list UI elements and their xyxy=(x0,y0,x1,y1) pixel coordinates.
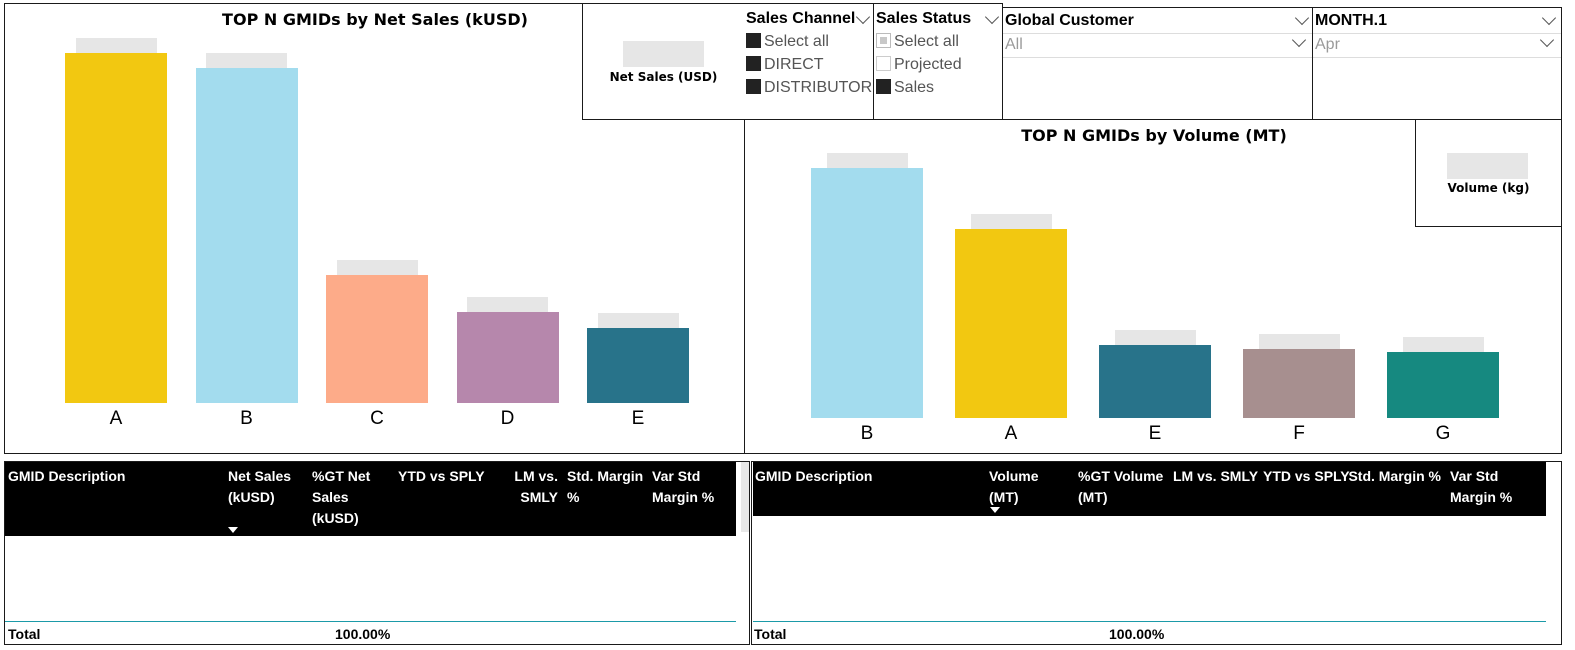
net-sales-bar-area: A B C D E xyxy=(5,4,746,455)
net-sales-bar-c[interactable] xyxy=(326,275,428,403)
col-gt-volume[interactable]: %GT Volume (MT) xyxy=(1078,468,1164,505)
col-lm-vs-smly[interactable]: LM vs. SMLY xyxy=(514,468,558,505)
volume-table-header: GMID Description Volume (MT) %GT Volume … xyxy=(753,462,1546,516)
sales-channel-slicer[interactable]: Sales Channel Select all DIRECT DISTRIBUTO… xyxy=(744,3,874,120)
volume-bar-f[interactable] xyxy=(1243,349,1355,418)
volume-data-label-a xyxy=(970,214,1052,229)
volume-x-label: E xyxy=(1148,423,1162,444)
net-sales-x-label: B xyxy=(240,408,253,429)
net-sales-data-label-d xyxy=(467,297,548,312)
net-sales-table: GMID Description Net Sales (kUSD) %GT Ne… xyxy=(4,461,750,645)
volume-bar-e[interactable] xyxy=(1099,345,1211,418)
net-sales-card[interactable]: Net Sales (USD) xyxy=(582,3,745,120)
col-gt-net-sales[interactable]: %GT Net Sales (kUSD) xyxy=(312,468,371,526)
volume-x-label: G xyxy=(1435,423,1451,444)
volume-bar-g[interactable] xyxy=(1387,352,1499,418)
total-gt-net-sales: 100.00% xyxy=(335,626,391,642)
col-gmid-description[interactable]: GMID Description xyxy=(8,468,126,484)
table-scrollbar[interactable] xyxy=(741,462,749,532)
col-ytd-vs-sply[interactable]: YTD vs SPLY xyxy=(398,468,485,484)
checkbox-icon[interactable] xyxy=(876,79,891,94)
volume-card-label: Volume (kg) xyxy=(1447,181,1530,195)
net-sales-bar-a[interactable] xyxy=(65,53,167,403)
global-customer-dropdown[interactable]: All xyxy=(1005,36,1023,53)
global-customer-slicer[interactable]: Global Customer All xyxy=(1002,7,1313,120)
net-sales-bar-d[interactable] xyxy=(456,312,559,403)
net-sales-x-label: E xyxy=(631,408,645,429)
sales-channel-title: Sales Channel xyxy=(746,10,856,27)
sort-desc-icon[interactable] xyxy=(228,527,238,533)
sales-status-option[interactable]: Projected xyxy=(876,56,962,74)
net-sales-card-label: Net Sales (USD) xyxy=(609,70,718,84)
volume-bar-b[interactable] xyxy=(811,168,923,418)
checkbox-icon[interactable] xyxy=(876,33,891,48)
chevron-down-icon[interactable] xyxy=(1539,32,1555,48)
volume-bar-a[interactable] xyxy=(955,229,1067,418)
col-std-margin[interactable]: Std. Margin % xyxy=(567,468,644,505)
sales-status-option-label: Sales xyxy=(894,79,935,96)
col-std-margin[interactable]: Std. Margin % xyxy=(1348,468,1441,484)
net-sales-card-value xyxy=(623,41,704,67)
col-var-std-margin[interactable]: Var Std Margin % xyxy=(1450,468,1513,505)
sales-status-option-label: Select all xyxy=(894,33,959,50)
net-sales-data-label-c xyxy=(336,260,418,275)
volume-card-value xyxy=(1447,153,1528,179)
net-sales-x-label: D xyxy=(500,408,515,429)
net-sales-bar-e[interactable] xyxy=(587,328,689,403)
month-title: MONTH.1 xyxy=(1315,12,1387,29)
net-sales-bar-b[interactable] xyxy=(195,68,298,403)
col-lm-vs-smly[interactable]: LM vs. SMLY xyxy=(1173,468,1259,484)
total-label: Total xyxy=(8,626,41,642)
net-sales-data-label-a xyxy=(75,38,157,53)
net-sales-chart-title: TOP N GMIDs by Net Sales (kUSD) xyxy=(222,10,528,29)
net-sales-data-label-b xyxy=(206,53,287,68)
col-volume[interactable]: Volume (MT) xyxy=(989,468,1039,505)
global-customer-title: Global Customer xyxy=(1005,12,1134,29)
chevron-down-icon[interactable] xyxy=(1294,10,1310,26)
col-ytd-vs-sply[interactable]: YTD vs SPLY xyxy=(1263,468,1350,484)
chevron-down-icon[interactable] xyxy=(984,9,1000,25)
sales-channel-option[interactable]: DISTRIBUTOR xyxy=(746,79,872,97)
month-dropdown[interactable]: Apr xyxy=(1315,36,1340,53)
net-sales-x-label: A xyxy=(109,408,123,429)
sales-status-option-label: Projected xyxy=(894,56,962,73)
col-var-std-margin[interactable]: Var Std Margin % xyxy=(652,468,715,505)
volume-data-label-e xyxy=(1114,330,1196,345)
sales-channel-option-label: DISTRIBUTOR xyxy=(764,79,873,96)
volume-x-label: A xyxy=(1004,423,1018,444)
month-slicer[interactable]: MONTH.1 Apr xyxy=(1312,7,1562,120)
volume-chart-title: TOP N GMIDs by Volume (MT) xyxy=(1021,126,1287,145)
sales-channel-option[interactable]: Select all xyxy=(746,33,829,51)
sort-desc-icon[interactable] xyxy=(990,507,1000,513)
net-sales-table-header: GMID Description Net Sales (kUSD) %GT Ne… xyxy=(5,462,736,536)
volume-x-label: B xyxy=(860,423,874,444)
sales-channel-option-label: DIRECT xyxy=(764,56,824,73)
total-label: Total xyxy=(754,626,787,642)
net-sales-data-label-e xyxy=(597,313,679,328)
volume-table: GMID Description Volume (MT) %GT Volume … xyxy=(751,461,1562,645)
sales-status-option[interactable]: Sales xyxy=(876,79,934,97)
sales-channel-option[interactable]: DIRECT xyxy=(746,56,824,74)
volume-card[interactable]: Volume (kg) xyxy=(1415,119,1562,227)
total-gt-volume: 100.00% xyxy=(1109,626,1165,642)
checkbox-icon[interactable] xyxy=(876,56,891,71)
sales-status-option[interactable]: Select all xyxy=(876,33,959,51)
chevron-down-icon[interactable] xyxy=(855,9,871,25)
col-net-sales[interactable]: Net Sales (kUSD) xyxy=(228,468,292,505)
volume-x-label: F xyxy=(1293,423,1305,444)
volume-data-label-g xyxy=(1402,337,1484,352)
checkbox-icon[interactable] xyxy=(746,56,761,71)
chevron-down-icon[interactable] xyxy=(1541,10,1557,26)
net-sales-x-label: C xyxy=(370,408,384,429)
checkbox-icon[interactable] xyxy=(746,33,761,48)
volume-data-label-b xyxy=(826,153,908,168)
volume-data-label-f xyxy=(1258,334,1340,349)
sales-channel-option-label: Select all xyxy=(764,33,829,50)
sales-status-title: Sales Status xyxy=(876,10,972,27)
col-gmid-description[interactable]: GMID Description xyxy=(755,468,873,484)
sales-status-slicer[interactable]: Sales Status Select all Projected Sales xyxy=(873,3,1003,120)
chevron-down-icon[interactable] xyxy=(1291,32,1307,48)
checkbox-icon[interactable] xyxy=(746,79,761,94)
